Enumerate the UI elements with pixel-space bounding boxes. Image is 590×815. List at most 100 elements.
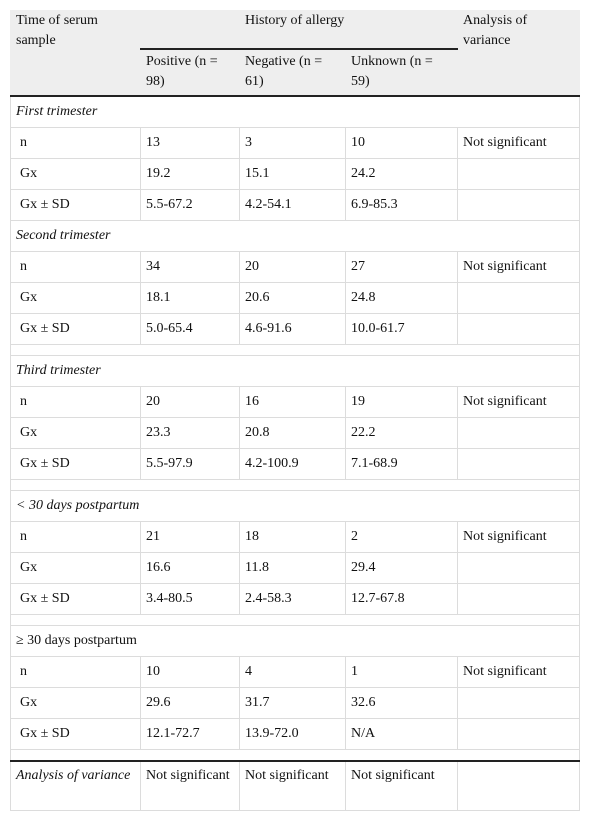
header-cell: Negative (n = 61) xyxy=(239,48,346,97)
cell: 16 xyxy=(239,386,346,418)
row-label: n xyxy=(10,656,141,688)
header-cell: Analysis of variance xyxy=(457,10,581,97)
cell xyxy=(457,158,581,190)
cell: 5.5-67.2 xyxy=(140,189,240,221)
data-row: n 13 3 10 Not significant xyxy=(10,127,581,159)
section-row: < 30 days postpartum xyxy=(9,490,581,522)
cell: 1 xyxy=(344,656,459,688)
spacer-row xyxy=(9,344,581,356)
cell: 27 xyxy=(344,251,459,283)
header-group: History of allergy xyxy=(139,10,459,50)
cell: Not significant xyxy=(457,251,581,283)
row-label: Gx ± SD xyxy=(10,313,141,345)
data-row: Gx ± SD 3.4-80.5 2.4-58.3 12.7-67.8 xyxy=(10,583,581,615)
cell: Not significant xyxy=(239,760,346,811)
cell: 15.1 xyxy=(239,158,346,190)
cell: Not significant xyxy=(457,386,581,418)
cell: 10 xyxy=(344,127,459,159)
cell: 20 xyxy=(140,386,240,418)
cell: 20 xyxy=(239,251,346,283)
spacer-row xyxy=(9,614,581,626)
data-row: Gx 16.6 11.8 29.4 xyxy=(10,552,581,584)
row-label: Gx xyxy=(10,417,141,449)
cell: 32.6 xyxy=(344,687,459,719)
header-cell: Time of serum sample xyxy=(10,10,141,97)
spacer-cell xyxy=(9,749,581,762)
cell: 23.3 xyxy=(140,417,240,449)
cell: 2.4-58.3 xyxy=(239,583,346,615)
section-title: < 30 days postpartum xyxy=(9,490,581,522)
cell: 20.8 xyxy=(239,417,346,449)
row-label: Gx ± SD xyxy=(10,583,141,615)
cell: 16.6 xyxy=(140,552,240,584)
cell: 22.2 xyxy=(344,417,459,449)
cell: 4.2-54.1 xyxy=(239,189,346,221)
cell: 24.2 xyxy=(344,158,459,190)
row-label: n xyxy=(10,386,141,418)
data-row: Gx 29.6 31.7 32.6 xyxy=(10,687,581,719)
cell: 29.4 xyxy=(344,552,459,584)
section-row: Second trimester xyxy=(9,220,581,252)
cell xyxy=(457,189,581,221)
cell: 18.1 xyxy=(140,282,240,314)
cell xyxy=(457,718,581,750)
footer-row: Analysis of variance Not significant Not s… xyxy=(10,760,581,811)
cell: N/A xyxy=(344,718,459,750)
row-label: Gx xyxy=(10,552,141,584)
row-label: Analysis of variance xyxy=(10,760,141,811)
cell: 24.8 xyxy=(344,282,459,314)
spacer-cell xyxy=(9,614,581,626)
data-row: Gx ± SD 5.5-97.9 4.2-100.9 7.1-68.9 xyxy=(10,448,581,480)
row-label: n xyxy=(10,251,141,283)
cell: 29.6 xyxy=(140,687,240,719)
cell: 5.0-65.4 xyxy=(140,313,240,345)
row-label: Gx xyxy=(10,282,141,314)
section-title: First trimester xyxy=(9,95,581,128)
cell: 4 xyxy=(239,656,346,688)
row-label: Gx xyxy=(10,687,141,719)
spacer-cell xyxy=(9,479,581,491)
cell: Not significant xyxy=(140,760,240,811)
cell xyxy=(457,448,581,480)
row-label: Gx ± SD xyxy=(10,718,141,750)
cell: 5.5-97.9 xyxy=(140,448,240,480)
cell: 18 xyxy=(239,521,346,553)
cell: 12.7-67.8 xyxy=(344,583,459,615)
data-row: n 34 20 27 Not significant xyxy=(10,251,581,283)
cell: 21 xyxy=(140,521,240,553)
cell xyxy=(457,687,581,719)
header-cell: Positive (n = 98) xyxy=(140,48,240,97)
cell: Not significant xyxy=(457,521,581,553)
cell xyxy=(457,313,581,345)
cell: 13 xyxy=(140,127,240,159)
spacer-row xyxy=(9,479,581,491)
cell: 4.6-91.6 xyxy=(239,313,346,345)
cell: 20.6 xyxy=(239,282,346,314)
section-title: ≥ 30 days postpartum xyxy=(9,625,581,657)
section-row: Third trimester xyxy=(9,355,581,387)
cell: 19 xyxy=(344,386,459,418)
header-cell: Unknown (n = 59) xyxy=(344,48,459,97)
cell: 7.1-68.9 xyxy=(344,448,459,480)
cell xyxy=(457,552,581,584)
data-row: Gx 23.3 20.8 22.2 xyxy=(10,417,581,449)
table-header: Time of serum sample History of allergy … xyxy=(10,10,581,97)
row-label: Gx ± SD xyxy=(10,189,141,221)
cell xyxy=(457,760,581,811)
section-title: Third trimester xyxy=(9,355,581,387)
cell: 19.2 xyxy=(140,158,240,190)
section-title: Second trimester xyxy=(9,220,581,252)
data-row: Gx ± SD 5.0-65.4 4.6-91.6 10.0-61.7 xyxy=(10,313,581,345)
data-row: n 21 18 2 Not significant xyxy=(10,521,581,553)
table-body: First trimester n 13 3 10 Not significant Gx 19… xyxy=(9,95,581,811)
data-table: Time of serum sample History of allergy … xyxy=(9,10,581,811)
cell xyxy=(457,282,581,314)
data-row: Gx ± SD 12.1-72.7 13.9-72.0 N/A xyxy=(10,718,581,750)
data-row: n 20 16 19 Not significant xyxy=(10,386,581,418)
cell: 4.2-100.9 xyxy=(239,448,346,480)
data-row: Gx 19.2 15.1 24.2 xyxy=(10,158,581,190)
cell: 12.1-72.7 xyxy=(140,718,240,750)
cell: 10 xyxy=(140,656,240,688)
cell: 6.9-85.3 xyxy=(344,189,459,221)
